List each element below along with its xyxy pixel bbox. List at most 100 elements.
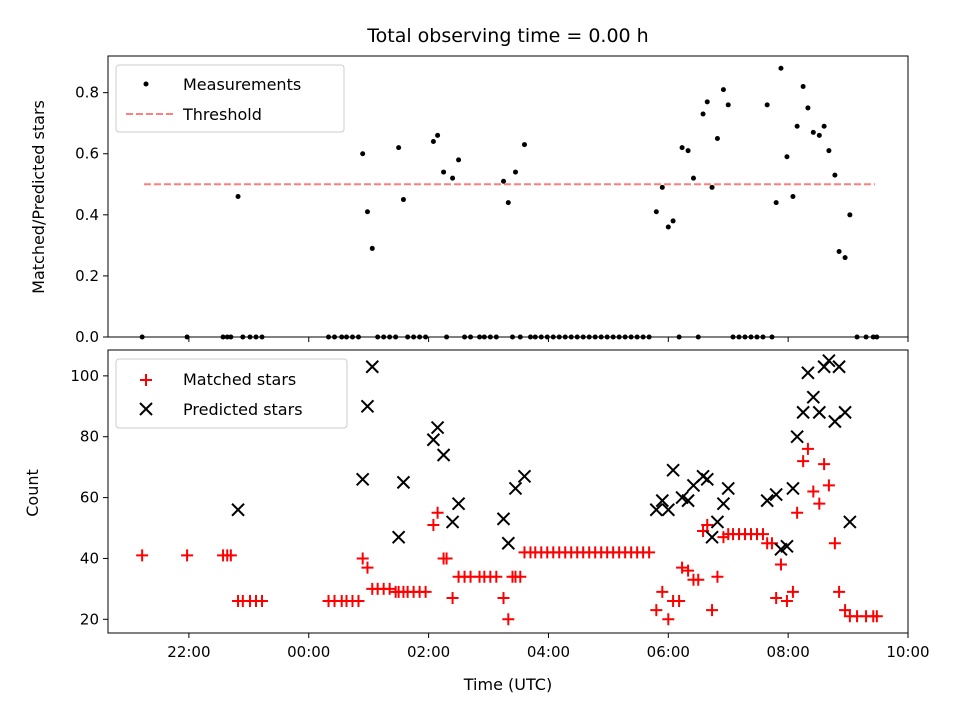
measurement-point: [725, 102, 731, 108]
legend-threshold-label: Threshold: [182, 105, 262, 124]
legend-measurements-label: Measurements: [183, 75, 301, 94]
matched-star-point: [828, 537, 841, 550]
top-panel: Total observing time = 0.00 h Matched/Pr…: [29, 25, 909, 346]
x-tick-label: 08:00: [767, 643, 810, 661]
measurement-point: [400, 197, 406, 203]
predicted-star-point: [822, 353, 836, 368]
y-tick-label: 100: [70, 367, 99, 385]
measurement-point: [709, 184, 715, 190]
predicted-star-point: [661, 503, 676, 517]
measurement-point: [810, 129, 816, 135]
measurement-point: [794, 123, 800, 129]
matched-star-point: [818, 458, 831, 471]
measurement-point: [659, 184, 665, 190]
predicted-star-point: [832, 360, 846, 374]
matched-star-point: [352, 595, 365, 608]
y-tick-label: 0.4: [75, 206, 99, 224]
measurement-point: [784, 154, 790, 160]
matched-star-point: [801, 442, 814, 455]
measurement-point: [396, 145, 402, 151]
predicted-star-point: [721, 481, 735, 496]
measurement-point: [805, 105, 811, 111]
matched-star-point: [181, 549, 194, 562]
predicted-star-point: [436, 448, 451, 462]
measurement-point: [679, 145, 685, 151]
measurement-point: [690, 175, 696, 181]
matched-star-point: [224, 549, 237, 562]
legend-predicted-marker: [139, 402, 153, 416]
x-axis-label: Time (UTC): [463, 675, 552, 694]
measurement-point: [501, 178, 507, 184]
matched-star-point: [662, 613, 675, 626]
matched-star-point: [256, 595, 269, 608]
predicted-star-point: [655, 493, 670, 508]
legend-predicted-label: Predicted stars: [183, 400, 303, 419]
measurement-point: [441, 169, 447, 175]
predicted-star-point: [801, 366, 815, 380]
matched-star-point: [706, 604, 719, 617]
measurement-point: [704, 99, 710, 105]
y-tick-label: 20: [80, 610, 99, 628]
matched-star-point: [502, 613, 515, 626]
predicted-star-point: [760, 493, 774, 508]
measurement-point: [790, 194, 796, 199]
y-tick-label: 60: [80, 489, 99, 507]
predicted-star-point: [501, 536, 516, 550]
y-tick-label: 0.2: [75, 267, 99, 285]
matched-star-point: [361, 561, 374, 574]
matched-star-point: [514, 570, 527, 583]
x-tick-label: 10:00: [886, 643, 929, 661]
matched-star-point: [497, 592, 510, 605]
predicted-star-point: [365, 360, 379, 374]
measurement-point: [653, 209, 659, 215]
x-tick-label: 02:00: [407, 643, 450, 661]
measurement-point: [521, 142, 527, 148]
predicted-star-point: [780, 539, 794, 553]
matched-star-point: [770, 592, 783, 605]
predicted-star-point: [790, 430, 804, 444]
matched-star-point: [440, 552, 453, 565]
predicted-star-point: [231, 503, 245, 517]
matched-star-point: [650, 604, 663, 617]
predicted-star-point: [355, 472, 370, 487]
matched-star-point: [692, 573, 705, 586]
y-tick-label: 0.8: [75, 84, 99, 102]
predicted-star-point: [806, 390, 821, 404]
predicted-star-point: [796, 405, 810, 420]
measurement-point: [685, 148, 691, 154]
measurement-point: [505, 200, 511, 206]
predicted-star-point: [716, 496, 731, 511]
measurement-point: [847, 212, 853, 218]
matched-star-point: [656, 585, 669, 598]
matched-star-point: [774, 558, 787, 571]
measurement-point: [700, 111, 706, 117]
predicted-star-point: [430, 420, 445, 435]
predicted-star-point: [710, 515, 725, 529]
bottom-legend-box: [115, 358, 348, 429]
matched-star-point: [786, 585, 799, 598]
top-axes-frame: [107, 55, 909, 338]
measurement-point: [670, 218, 676, 224]
y-tick-label: 40: [80, 549, 99, 567]
x-tick-label: 06:00: [647, 643, 690, 661]
predicted-star-point: [508, 481, 523, 496]
measurement-point: [714, 135, 720, 141]
top-y-axis-label: Matched/Predicted stars: [29, 100, 48, 294]
matched-star-point: [431, 506, 444, 519]
measurement-point: [360, 151, 366, 157]
bottom-legend: Matched stars Predicted stars: [115, 358, 348, 429]
x-tick-label: 22:00: [167, 643, 210, 661]
matched-star-point: [797, 455, 810, 468]
measurement-point: [364, 209, 370, 215]
y-tick-label: 0.6: [75, 145, 99, 163]
measurement-point: [826, 148, 832, 154]
predicted-star-point: [496, 512, 511, 526]
legend-measurements-marker: [143, 81, 149, 87]
bottom-panel: Count Time (UTC) 20 40 60 80 100 22:00 00:00 02…: [23, 349, 930, 694]
top-legend: Measurements Threshold: [115, 64, 345, 133]
matched-star-point: [356, 552, 369, 565]
matched-star-point: [419, 585, 432, 598]
measurement-point: [836, 248, 842, 254]
predicted-star-point: [391, 530, 406, 544]
matched-star-point: [643, 546, 656, 559]
